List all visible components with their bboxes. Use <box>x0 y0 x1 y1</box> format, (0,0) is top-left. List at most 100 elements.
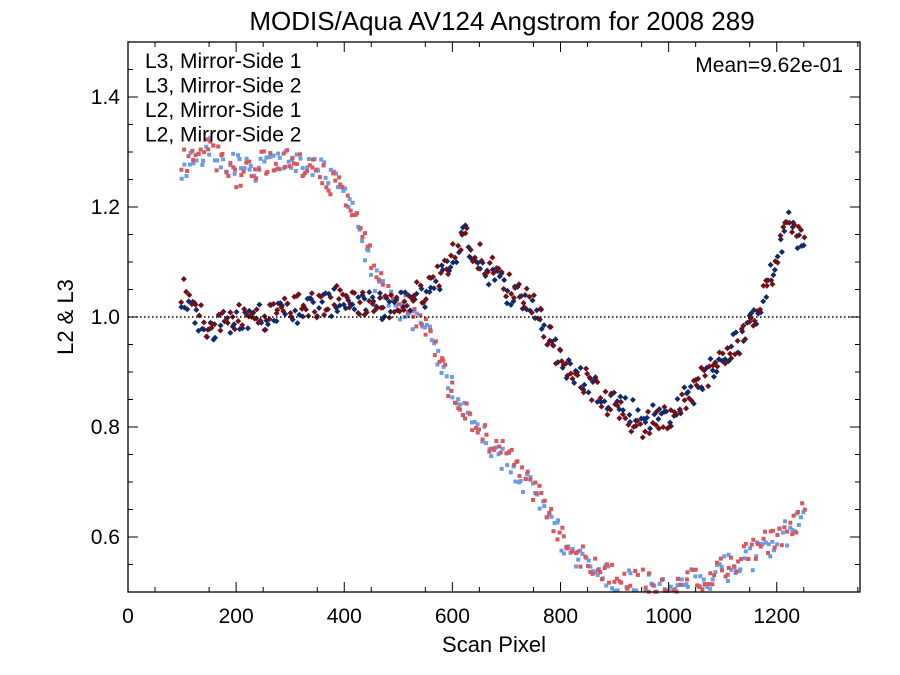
data-point <box>668 584 673 589</box>
data-point <box>785 209 792 216</box>
data-point <box>693 574 698 579</box>
data-point <box>414 324 419 329</box>
data-point <box>360 238 365 243</box>
data-point <box>191 157 196 162</box>
data-point <box>300 173 305 178</box>
data-point <box>484 432 489 437</box>
data-point <box>497 444 502 449</box>
data-point <box>793 233 800 240</box>
data-point <box>184 173 189 178</box>
data-point <box>530 481 535 486</box>
data-point <box>298 152 303 157</box>
data-point <box>446 394 451 399</box>
data-point <box>231 326 238 333</box>
data-point <box>586 563 591 568</box>
data-point <box>190 148 195 153</box>
data-point <box>219 309 226 316</box>
data-point <box>604 583 609 588</box>
data-point <box>316 168 321 173</box>
data-point <box>476 241 483 248</box>
data-point <box>647 571 652 576</box>
data-point <box>345 297 352 304</box>
data-point <box>539 491 544 496</box>
data-point <box>320 181 325 186</box>
data-point <box>474 259 481 266</box>
data-point <box>647 425 654 432</box>
data-point <box>440 356 445 361</box>
data-point <box>334 308 341 315</box>
data-point <box>284 300 291 307</box>
data-point <box>679 391 686 398</box>
data-point <box>681 583 686 588</box>
data-point <box>204 144 209 149</box>
data-point <box>476 427 481 432</box>
data-point <box>576 557 581 562</box>
data-point <box>762 529 767 534</box>
data-point <box>452 254 459 261</box>
data-point <box>580 544 585 549</box>
data-point <box>331 301 338 308</box>
data-point <box>713 368 720 375</box>
data-point <box>224 320 231 327</box>
data-point <box>287 164 292 169</box>
data-point <box>249 310 256 317</box>
data-point <box>450 380 455 385</box>
data-point <box>732 351 739 358</box>
data-point <box>212 334 219 341</box>
data-point <box>549 507 554 512</box>
data-point <box>432 353 437 358</box>
data-point <box>236 153 241 158</box>
data-point <box>386 298 393 305</box>
data-point <box>506 271 513 278</box>
data-point <box>612 588 617 593</box>
data-point <box>681 384 688 391</box>
data-point <box>778 248 785 255</box>
data-point <box>256 165 261 170</box>
data-point <box>771 266 778 273</box>
data-point <box>259 149 264 154</box>
data-point <box>801 234 808 241</box>
data-point <box>473 425 478 430</box>
data-point <box>231 321 238 328</box>
data-point <box>518 479 523 484</box>
data-point <box>496 452 501 457</box>
data-point <box>617 399 624 406</box>
data-point <box>650 583 655 588</box>
data-point <box>525 469 530 474</box>
data-point <box>333 178 338 183</box>
data-point <box>574 564 579 569</box>
data-point <box>444 374 449 379</box>
data-point <box>628 571 633 576</box>
data-point <box>770 528 775 533</box>
data-point <box>405 313 410 318</box>
data-point <box>380 279 385 284</box>
data-point <box>449 388 454 393</box>
data-point <box>233 309 240 316</box>
data-point <box>424 322 429 327</box>
data-point <box>544 341 551 348</box>
data-point <box>714 560 719 565</box>
data-point <box>333 282 340 289</box>
data-point <box>257 317 264 324</box>
data-point <box>673 411 680 418</box>
data-point <box>450 259 457 266</box>
data-point <box>569 375 576 382</box>
data-point <box>701 577 706 582</box>
data-point <box>562 360 569 367</box>
data-point <box>415 311 420 316</box>
data-point <box>561 534 566 539</box>
data-point <box>418 313 423 318</box>
data-point <box>244 156 249 161</box>
data-point <box>798 515 803 520</box>
data-point <box>699 386 706 393</box>
data-point <box>789 229 796 236</box>
data-point <box>643 585 648 590</box>
data-point <box>439 370 444 375</box>
data-point <box>426 289 433 296</box>
data-point <box>456 397 461 402</box>
data-point <box>708 571 713 576</box>
data-point <box>556 346 563 353</box>
data-point <box>722 554 727 559</box>
data-point <box>588 397 595 404</box>
data-point <box>443 362 448 367</box>
